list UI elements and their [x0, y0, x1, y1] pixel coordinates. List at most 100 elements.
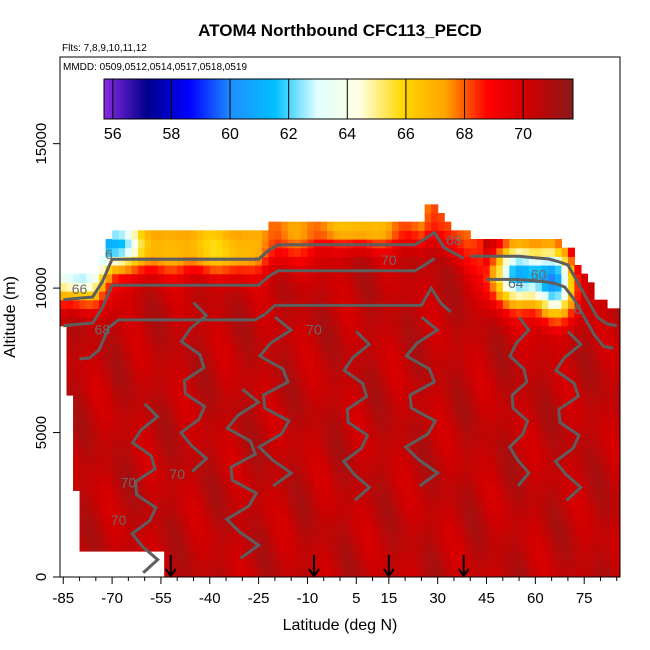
heatmap-cell	[138, 412, 146, 422]
heatmap-cell	[300, 221, 309, 231]
heatmap-cell	[79, 525, 87, 535]
heatmap-cell	[216, 360, 224, 370]
heatmap-cell	[261, 464, 269, 474]
heatmap-cell	[242, 516, 250, 526]
heatmap-cell	[157, 343, 165, 353]
heatmap-cell	[138, 282, 146, 292]
heatmap-cell	[300, 473, 309, 483]
heatmap-cell	[196, 265, 204, 275]
heatmap-cell	[203, 533, 211, 543]
heatmap-cell	[216, 490, 224, 500]
heatmap-cell	[307, 317, 315, 327]
heatmap-cell	[183, 464, 191, 474]
heatmap-cell	[73, 351, 81, 361]
heatmap-cell	[554, 447, 562, 457]
heatmap-cell	[177, 499, 185, 509]
heatmap-cell	[372, 317, 380, 327]
heatmap-cell	[79, 282, 87, 292]
heatmap-cell	[600, 377, 608, 387]
heatmap-cell	[313, 455, 322, 465]
heatmap-cell	[79, 403, 87, 413]
heatmap-cell	[105, 256, 113, 266]
heatmap-cell	[86, 464, 94, 474]
heatmap-cell	[411, 507, 419, 517]
heatmap-cell	[294, 230, 302, 240]
heatmap-cell	[379, 473, 387, 483]
heatmap-cell	[489, 256, 497, 266]
heatmap-cell	[509, 568, 517, 577]
heatmap-cell	[561, 403, 569, 413]
heatmap-cell	[580, 429, 589, 439]
heatmap-cell	[105, 447, 113, 457]
heatmap-cell	[151, 282, 159, 292]
heatmap-cell	[424, 507, 432, 517]
heatmap-cell	[177, 343, 185, 353]
heatmap-cell	[92, 351, 100, 361]
x-tick-label: -40	[199, 590, 221, 607]
heatmap-cell	[144, 351, 152, 361]
heatmap-cell	[118, 239, 126, 249]
heatmap-cell	[359, 447, 367, 457]
heatmap-cell	[235, 343, 243, 353]
heatmap-cell	[366, 221, 374, 231]
heatmap-cell	[541, 551, 549, 561]
heatmap-cell	[535, 551, 543, 561]
heatmap-cell	[274, 481, 282, 491]
heatmap-cell	[307, 369, 315, 379]
heatmap-cell	[444, 395, 452, 405]
heatmap-cell	[392, 421, 400, 431]
heatmap-cell	[463, 334, 471, 344]
heatmap-cell	[235, 291, 243, 301]
heatmap-cell	[359, 542, 367, 552]
heatmap-cell	[541, 464, 549, 474]
heatmap-cell	[112, 282, 120, 292]
heatmap-cell	[613, 334, 620, 344]
heatmap-cell	[229, 533, 237, 543]
heatmap-cell	[366, 421, 374, 431]
heatmap-cell	[463, 265, 471, 275]
heatmap-cell	[216, 403, 224, 413]
heatmap-cell	[229, 386, 237, 396]
heatmap-cell	[554, 247, 562, 257]
heatmap-cell	[99, 429, 107, 439]
heatmap-cell	[509, 325, 517, 335]
heatmap-cell	[320, 230, 328, 240]
heatmap-cell	[190, 447, 198, 457]
heatmap-cell	[79, 473, 87, 483]
heatmap-cell	[105, 429, 113, 439]
heatmap-cell	[144, 464, 152, 474]
heatmap-cell	[418, 473, 426, 483]
heatmap-cell	[170, 481, 178, 491]
heatmap-cell	[287, 568, 296, 577]
heatmap-cell	[444, 351, 452, 361]
heatmap-cell	[183, 438, 191, 448]
heatmap-cell	[366, 343, 374, 353]
heatmap-cell	[379, 343, 387, 353]
heatmap-cell	[554, 559, 562, 569]
heatmap-cell	[366, 273, 374, 283]
heatmap-cell	[593, 395, 602, 405]
heatmap-cell	[209, 455, 217, 465]
heatmap-cell	[138, 351, 146, 361]
heatmap-cell	[398, 438, 406, 448]
heatmap-cell	[463, 299, 471, 309]
heatmap-cell	[489, 265, 497, 275]
heatmap-cell	[112, 386, 120, 396]
heatmap-cell	[229, 351, 237, 361]
heatmap-cell	[496, 447, 504, 457]
colorbar-tick-label: 56	[104, 126, 122, 143]
heatmap-cell	[105, 334, 113, 344]
heatmap-cell	[209, 551, 217, 561]
contour-line	[63, 230, 465, 302]
heatmap-cell	[190, 542, 198, 552]
heatmap-cell	[99, 317, 107, 327]
heatmap-cell	[138, 395, 146, 405]
heatmap-cell	[209, 421, 217, 431]
heatmap-cell	[353, 256, 361, 266]
heatmap-cell	[255, 325, 263, 335]
heatmap-cell	[203, 507, 211, 517]
heatmap-cell	[248, 334, 256, 344]
heatmap-cell	[593, 473, 602, 483]
heatmap-cell	[164, 239, 172, 249]
heatmap-cell	[79, 273, 87, 283]
